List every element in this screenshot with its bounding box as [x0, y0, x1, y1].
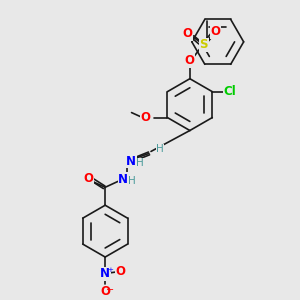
- Text: O: O: [211, 26, 221, 38]
- Text: H: H: [136, 158, 144, 168]
- Text: N: N: [100, 268, 110, 281]
- Text: N: N: [126, 155, 136, 168]
- Text: N: N: [118, 173, 128, 186]
- Text: O: O: [183, 27, 193, 40]
- Text: +: +: [107, 267, 113, 273]
- Text: O: O: [83, 172, 93, 185]
- Text: −: −: [106, 285, 114, 295]
- Text: H: H: [128, 176, 136, 186]
- Text: O: O: [100, 285, 110, 298]
- Text: O: O: [185, 54, 195, 67]
- Text: O: O: [140, 111, 151, 124]
- Text: O: O: [115, 266, 125, 278]
- Text: Cl: Cl: [224, 85, 237, 98]
- Text: H: H: [156, 144, 164, 154]
- Text: S: S: [200, 38, 208, 51]
